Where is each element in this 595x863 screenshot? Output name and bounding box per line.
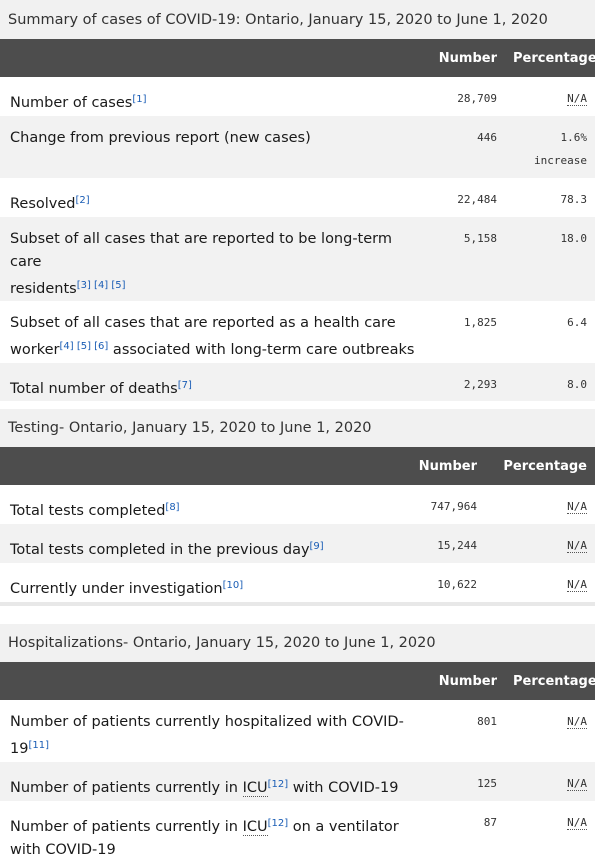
summary-title: Summary of cases of COVID-19: Ontario, J… <box>8 11 548 28</box>
row-number: 22,484 <box>457 193 497 206</box>
row-percentage-note: increase <box>534 154 587 167</box>
not-applicable-abbr[interactable]: N/A <box>567 777 587 791</box>
row-label-tail: with COVID-19 <box>288 780 399 796</box>
testing-table-caption: Testing - Ontario, January 15, 2020 to J… <box>0 409 595 447</box>
testing-table: Number Percentage Total tests completed[… <box>0 447 595 602</box>
row-label: Number of patients currently hospitalize… <box>10 714 404 730</box>
footnote-link[interactable]: [9] <box>309 541 324 552</box>
footnote-link[interactable]: [7] <box>177 380 192 391</box>
testing-title-rest: - Ontario, January 15, 2020 to June 1, 2… <box>58 420 372 436</box>
not-applicable-abbr[interactable]: N/A <box>567 500 587 514</box>
row-label: Number of patients currently in <box>10 780 243 796</box>
section-gap <box>0 401 595 409</box>
table-row: Number of cases[1] 28,709 N/A <box>0 77 595 116</box>
table-row: Number of patients currently in ICU[12] … <box>0 801 595 863</box>
not-applicable-abbr[interactable]: N/A <box>567 715 587 729</box>
table-row: Change from previous report (new cases) … <box>0 116 595 178</box>
footnote-link[interactable]: [8] <box>165 502 180 513</box>
row-number: 15,244 <box>437 539 477 552</box>
table-row: Subset of all cases that are reported as… <box>0 301 595 363</box>
row-label-cont: with COVID-19 <box>10 842 116 858</box>
table-row: Total tests completed in the previous da… <box>0 524 595 563</box>
footnote-link[interactable]: [3] [4] [5] <box>76 280 126 291</box>
row-number: 10,622 <box>437 578 477 591</box>
row-label: Total tests completed <box>10 503 166 519</box>
summary-header-blank <box>0 39 430 77</box>
table-row: Total tests completed[8] 747,964 N/A <box>0 485 595 524</box>
row-label: Total number of deaths <box>10 381 178 397</box>
table-row: Currently under investigation[10] 10,622… <box>0 563 595 602</box>
row-label: Resolved <box>10 196 76 212</box>
row-label: Currently under investigation <box>10 581 223 597</box>
footnote-link[interactable]: [10] <box>222 580 244 591</box>
row-label: Number of patients currently in <box>10 819 243 835</box>
not-applicable-abbr[interactable]: N/A <box>567 539 587 553</box>
testing-header-blank <box>0 447 410 485</box>
testing-header-number: Number <box>418 458 477 474</box>
row-number: 446 <box>477 131 497 144</box>
footnote-link[interactable]: [12] <box>267 818 289 829</box>
footnote-link[interactable]: [4] [5] [6] <box>59 341 109 352</box>
section-gap <box>0 606 595 624</box>
hosp-header-percentage: Percentage <box>513 673 595 689</box>
table-row: Subset of all cases that are reported to… <box>0 217 595 301</box>
row-percentage: 78.3 <box>560 193 588 206</box>
row-percentage: 6.4 <box>567 316 587 329</box>
hosp-title-bold: Hospitalizations <box>8 635 124 651</box>
row-number: 747,964 <box>430 500 477 513</box>
icu-abbr[interactable]: ICU <box>242 819 268 836</box>
row-label-cont: 19 <box>10 741 29 757</box>
row-number: 2,293 <box>463 378 497 391</box>
footnote-link[interactable]: [11] <box>28 740 49 751</box>
row-number: 5,158 <box>463 232 497 245</box>
row-number: 125 <box>477 777 497 790</box>
row-label: Number of cases <box>10 95 133 111</box>
hosp-table-caption: Hospitalizations - Ontario, January 15, … <box>0 624 595 662</box>
icu-abbr[interactable]: ICU <box>242 780 268 797</box>
row-percentage: 1.6% <box>560 131 588 144</box>
row-label-tail: associated with long-term care outbreaks <box>108 342 415 358</box>
row-label: Change from previous report (new cases) <box>10 130 311 146</box>
summary-header-row: Number Percentage <box>0 39 595 77</box>
summary-header-number: Number <box>438 50 497 66</box>
row-label: Total tests completed in the previous da… <box>10 542 310 558</box>
row-number: 28,709 <box>457 92 497 105</box>
testing-header-row: Number Percentage <box>0 447 595 485</box>
row-number: 87 <box>483 816 497 829</box>
summary-table: Number Percentage Number of cases[1] 28,… <box>0 39 595 401</box>
table-row: Number of patients currently in ICU[12] … <box>0 762 595 801</box>
testing-title-bold: Testing <box>8 420 59 436</box>
row-number: 1,825 <box>463 316 497 329</box>
table-row: Resolved[2] 22,484 78.3 <box>0 178 595 217</box>
hosp-title-rest: - Ontario, January 15, 2020 to June 1, 2… <box>123 635 436 651</box>
row-label: Subset of all cases that are reported as… <box>10 315 396 331</box>
row-label: Subset of all cases that are reported to… <box>10 231 392 270</box>
summary-table-caption: Summary of cases of COVID-19: Ontario, J… <box>0 0 595 39</box>
testing-header-percentage: Percentage <box>503 458 587 474</box>
not-applicable-abbr[interactable]: N/A <box>567 92 587 106</box>
hosp-header-row: Number Percentage <box>0 662 595 700</box>
table-row: Number of patients currently hospitalize… <box>0 700 595 762</box>
table-bottom-border <box>0 602 595 606</box>
hosp-header-number: Number <box>438 673 497 689</box>
hosp-table: Number Percentage Number of patients cur… <box>0 662 595 863</box>
row-label-tail: on a ventilator <box>288 819 399 835</box>
row-number: 801 <box>477 715 497 728</box>
table-row: Total number of deaths[7] 2,293 8.0 <box>0 363 595 401</box>
footnote-link[interactable]: [1] <box>132 94 147 105</box>
row-percentage: 18.0 <box>560 232 588 245</box>
not-applicable-abbr[interactable]: N/A <box>567 578 587 592</box>
row-percentage: 8.0 <box>567 378 587 391</box>
summary-header-percentage: Percentage <box>513 50 595 66</box>
footnote-link[interactable]: [12] <box>267 779 289 790</box>
hosp-header-blank <box>0 662 430 700</box>
not-applicable-abbr[interactable]: N/A <box>567 816 587 830</box>
row-label-cont: residents <box>10 281 77 297</box>
row-label-cont: worker <box>10 342 60 358</box>
footnote-link[interactable]: [2] <box>75 195 90 206</box>
